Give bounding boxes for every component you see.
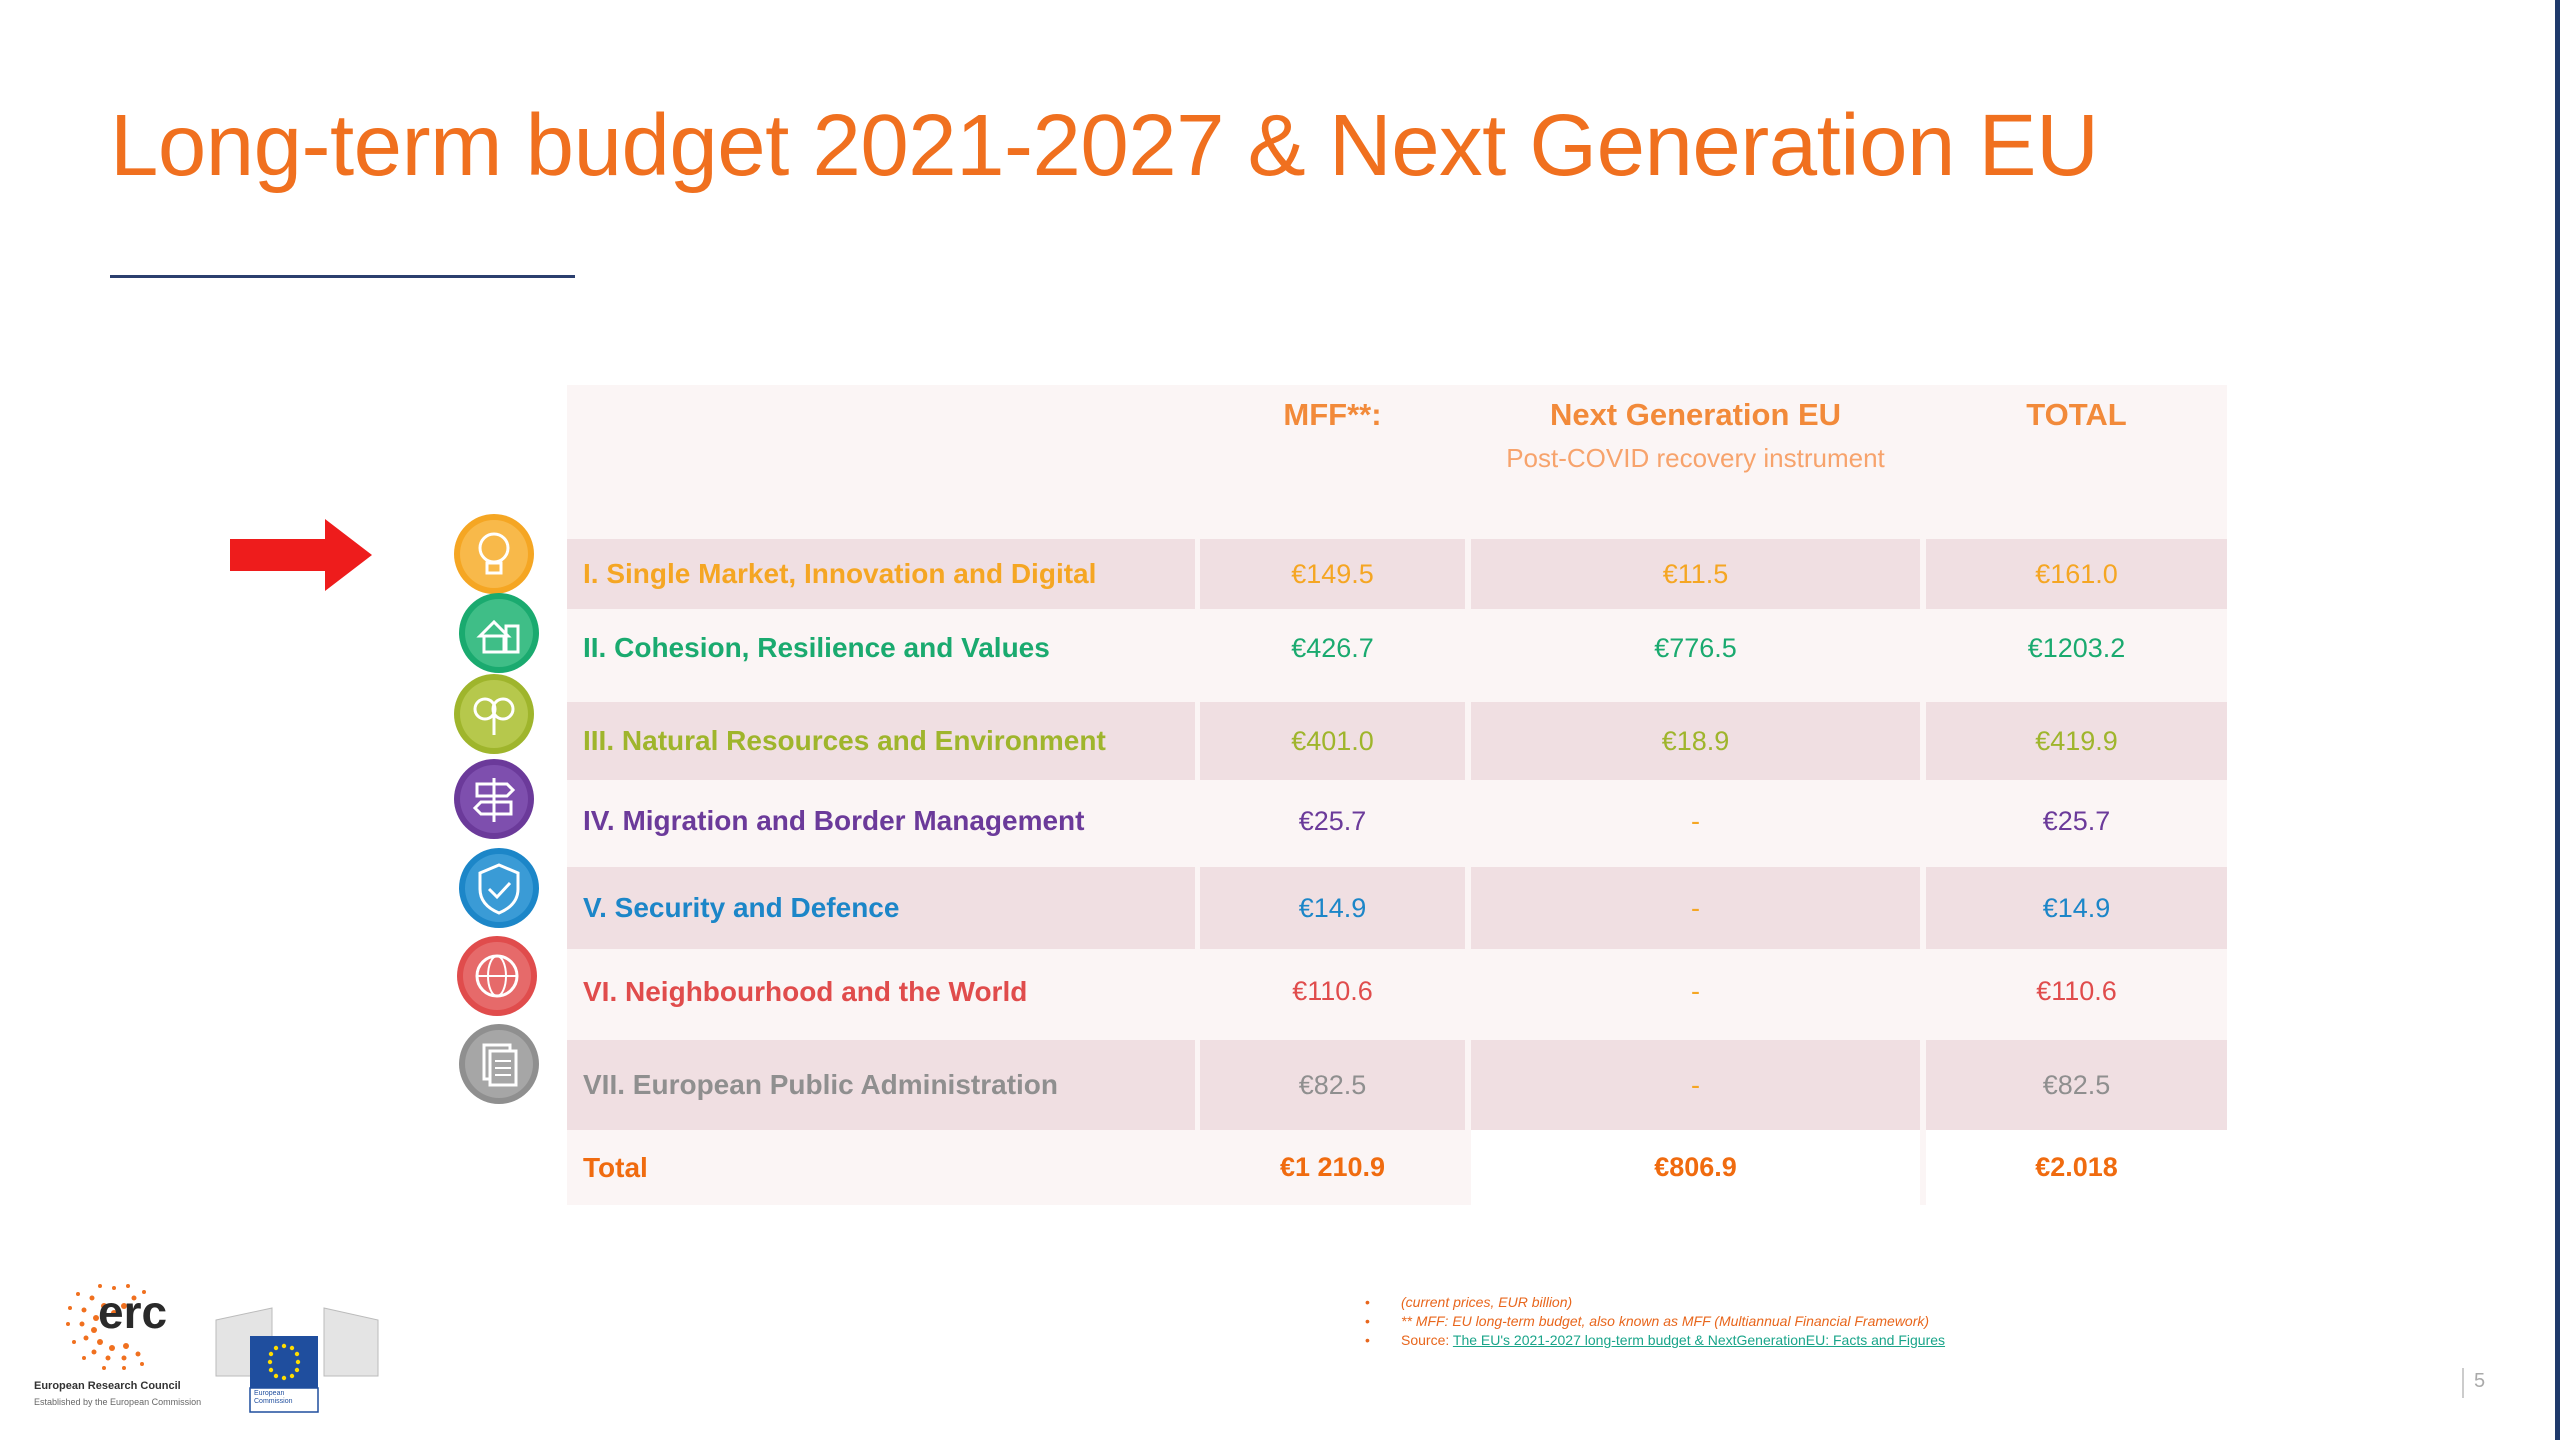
row-total-value: €161.0 <box>1926 539 2227 609</box>
row-total-value: €82.5 <box>1926 1040 2227 1130</box>
row-total-value: €419.9 <box>1926 702 2227 780</box>
table-row-security: V. Security and Defence €14.9 - €14.9 <box>567 867 2227 949</box>
signpost-icon <box>453 758 535 840</box>
table-row-neighbourhood: VI. Neighbourhood and the World €110.6 -… <box>567 949 2227 1034</box>
erc-logo-text: erc <box>98 1286 168 1338</box>
source-link[interactable]: The EU's 2021-2027 long-term budget & Ne… <box>1452 1332 1946 1348</box>
row-ngeu-value: - <box>1691 976 1700 1006</box>
footnotes: (current prices, EUR billion) ** MFF: EU… <box>1365 1293 1945 1350</box>
slide-right-border <box>2555 0 2560 1440</box>
row-label: VII. European Public Administration <box>567 1040 1195 1130</box>
page-number-value: 5 <box>2474 1370 2486 1392</box>
red-arrow-icon <box>230 519 372 591</box>
row-total-value: €110.6 <box>2036 976 2117 1006</box>
table-row-migration: IV. Migration and Border Management €25.… <box>567 780 2227 862</box>
header-total: TOTAL <box>1926 385 2227 445</box>
row-label: IV. Migration and Border Management <box>583 805 1085 836</box>
row-total-value: €25.7 <box>2042 805 2111 836</box>
table-row-cohesion: II. Cohesion, Resilience and Values €426… <box>567 609 2227 687</box>
row-label: V. Security and Defence <box>567 867 1195 949</box>
table-row-total: Total €1 210.9 €806.9 €2.018 <box>567 1130 2227 1205</box>
globe-icon <box>456 935 538 1017</box>
header-mff-label: MFF**: <box>1283 397 1382 432</box>
erc-name: European Research Council <box>34 1380 181 1392</box>
tree-icon <box>453 673 535 755</box>
footnote-mff: ** MFF: EU long-term budget, also known … <box>1365 1312 1945 1331</box>
page-number-divider <box>2462 1368 2464 1398</box>
row-label: I. Single Market, Innovation and Digital <box>567 539 1195 609</box>
budget-table: MFF**: Next Generation EU Post-COVID rec… <box>567 385 2227 1205</box>
lightbulb-icon <box>453 513 535 595</box>
footnote-source: Source: The EU's 2021-2027 long-term bud… <box>1365 1331 1945 1350</box>
row-total-value: €14.9 <box>1926 867 2227 949</box>
row-ngeu-value: - <box>1691 805 1700 836</box>
row-mff-value: €401.0 <box>1200 702 1465 780</box>
row-mff-value: €25.7 <box>1298 805 1367 836</box>
title-underline <box>110 275 575 278</box>
row-label: II. Cohesion, Resilience and Values <box>583 632 1050 663</box>
erc-logo-icon <box>66 1284 146 1370</box>
row-ngeu-value: - <box>1471 867 1920 949</box>
page-number: 5 <box>2460 1370 2485 1393</box>
row-mff-value: €149.5 <box>1200 539 1465 609</box>
page-title: Long-term budget 2021-2027 & Next Genera… <box>110 97 2099 194</box>
table-row-single-market: I. Single Market, Innovation and Digital… <box>567 539 2227 609</box>
row-mff-value: €14.9 <box>1200 867 1465 949</box>
table-row-natural-resources: III. Natural Resources and Environment €… <box>567 702 2227 780</box>
row-ngeu-value: €776.5 <box>1654 632 1737 663</box>
row-ngeu-value: €11.5 <box>1471 539 1920 609</box>
ec-logo-caption: European Commission <box>254 1390 293 1405</box>
total-total-value: €2.018 <box>1926 1130 2227 1205</box>
table-row-public-administration: VII. European Public Administration €82.… <box>567 1040 2227 1130</box>
row-mff-value: €82.5 <box>1200 1040 1465 1130</box>
row-total-value: €1203.2 <box>2027 632 2126 663</box>
total-label: Total <box>583 1151 648 1183</box>
header-ngeu-subtitle: Post-COVID recovery instrument <box>1506 443 1885 473</box>
total-ngeu-value: €806.9 <box>1471 1130 1920 1205</box>
header-mff: MFF**: <box>1200 385 1465 445</box>
header-ngeu: Next Generation EU Post-COVID recovery i… <box>1471 385 1920 471</box>
community-icon <box>458 592 540 674</box>
row-ngeu-value: €18.9 <box>1471 702 1920 780</box>
shield-icon <box>458 847 540 929</box>
documents-icon <box>458 1023 540 1105</box>
row-ngeu-value: - <box>1471 1040 1920 1130</box>
header-total-label: TOTAL <box>2026 397 2127 432</box>
total-mff-value: €1 210.9 <box>1279 1152 1386 1182</box>
row-mff-value: €110.6 <box>1292 976 1373 1006</box>
european-commission-logo-icon <box>215 1307 379 1413</box>
source-label: Source: <box>1401 1332 1453 1348</box>
row-mff-value: €426.7 <box>1291 632 1374 663</box>
erc-subtitle: Established by the European Commission <box>34 1397 202 1407</box>
header-ngeu-label: Next Generation EU <box>1549 397 1842 432</box>
row-label: III. Natural Resources and Environment <box>567 702 1195 780</box>
footnote-units: (current prices, EUR billion) <box>1365 1293 1945 1312</box>
row-label: VI. Neighbourhood and the World <box>583 975 1028 1007</box>
